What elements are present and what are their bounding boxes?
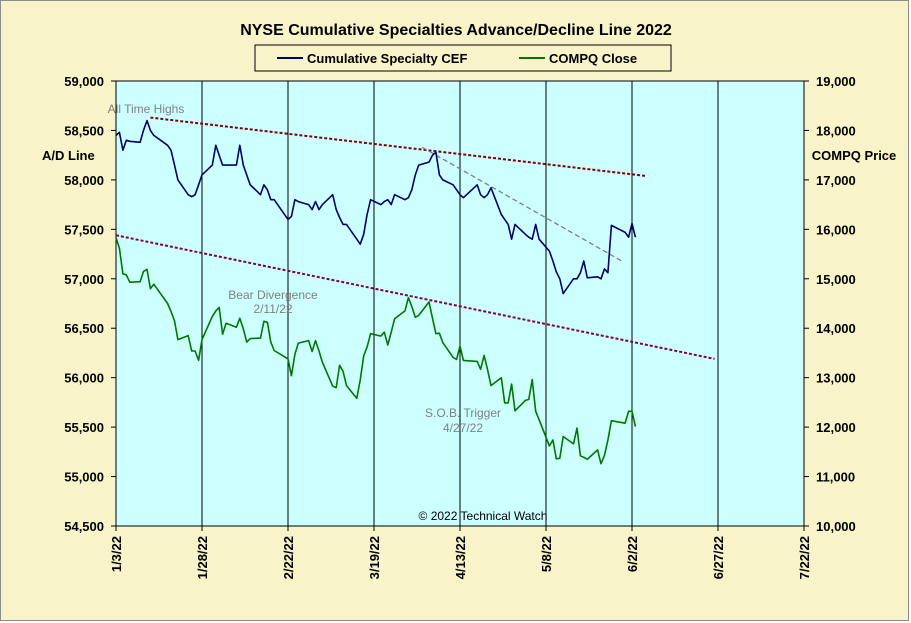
- x-tick-label: 2/22/22: [281, 536, 296, 579]
- left-tick-label: 55,500: [64, 420, 104, 435]
- right-tick-label: 16,000: [816, 222, 856, 237]
- x-tick-label: 6/2/22: [625, 536, 640, 572]
- right-tick-label: 12,000: [816, 420, 856, 435]
- series-line-ad-line: [115, 119, 637, 295]
- x-axis-ticks: 1/3/22 1/28/22 2/22/22 3/19/22 4/13/22 5/8/22…: [109, 526, 812, 579]
- right-tick-label: 15,000: [816, 272, 856, 287]
- left-tick-label: 56,000: [64, 371, 104, 386]
- right-axis-ticks: 10,000 11,000 12,000 13,000 14,000 15,000 16,0…: [804, 74, 856, 534]
- x-tick-label: 7/22/22: [797, 536, 812, 579]
- right-tick-label: 18,000: [816, 123, 856, 138]
- left-tick-label: 57,500: [64, 222, 104, 237]
- left-tick-label: 56,500: [64, 321, 104, 336]
- left-tick-label: 54,500: [64, 519, 104, 534]
- left-axis-ticks: 54,500 55,000 55,500 56,000 56,500 57,000 57,5…: [64, 74, 116, 534]
- annotation-sob-trigger: S.O.B. Trigger: [425, 406, 501, 420]
- x-tick-label: 6/27/22: [711, 536, 726, 579]
- left-tick-label: 55,000: [64, 470, 104, 485]
- series-line-compq: [115, 237, 637, 465]
- annotation-bear-divergence-date: 2/11/22: [253, 302, 292, 316]
- legend-label-ad-line: Cumulative Specialty CEF: [307, 51, 467, 66]
- legend-box: [254, 44, 672, 72]
- trendline-1: [150, 116, 646, 177]
- left-tick-label: 58,000: [64, 173, 104, 188]
- right-tick-label: 19,000: [816, 74, 856, 89]
- annotation-sob-trigger-date: 4/27/22: [443, 421, 483, 435]
- trendlines: [115, 116, 715, 360]
- left-tick-label: 59,000: [64, 74, 104, 89]
- right-tick-label: 11,000: [816, 470, 855, 485]
- left-tick-label: 57,000: [64, 272, 104, 287]
- annotation-all-time-highs: All Time Highs: [108, 102, 185, 116]
- x-tick-label: 3/19/22: [367, 536, 382, 579]
- x-tick-label: 4/13/22: [453, 536, 468, 579]
- trendline-3: [421, 146, 623, 262]
- right-tick-label: 13,000: [816, 371, 856, 386]
- right-axis-label: COMPQ Price: [812, 148, 897, 163]
- x-gridlines: [201, 81, 719, 526]
- left-tick-label: 58,500: [64, 123, 104, 138]
- x-tick-label: 1/3/22: [109, 536, 124, 572]
- trendline-2: [115, 234, 715, 360]
- left-axis-label: A/D Line: [42, 148, 95, 163]
- right-tick-label: 10,000: [816, 519, 856, 534]
- x-tick-label: 1/28/22: [195, 536, 210, 579]
- legend-label-compq: COMPQ Close: [549, 51, 637, 66]
- right-tick-label: 14,000: [816, 321, 856, 336]
- x-tick-label: 5/8/22: [539, 536, 554, 572]
- legend: Cumulative Specialty CEF COMPQ Close: [254, 44, 672, 72]
- series-lines: [115, 119, 637, 465]
- right-tick-label: 17,000: [816, 173, 856, 188]
- annotation-bear-divergence: Bear Divergence: [228, 288, 318, 302]
- chart-title: NYSE Cumulative Specialties Advance/Decl…: [240, 22, 672, 39]
- copyright-text: © 2022 Technical Watch: [419, 509, 548, 523]
